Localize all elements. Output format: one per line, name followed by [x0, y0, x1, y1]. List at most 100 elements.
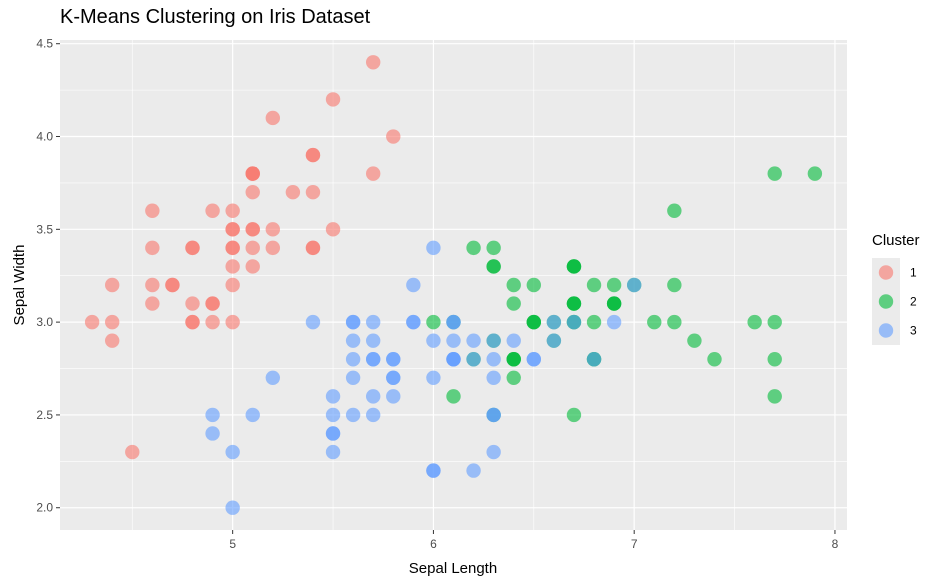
data-point-cluster-2 [667, 277, 682, 293]
chart-title: K-Means Clustering on Iris Dataset [60, 6, 371, 28]
y-axis-ticks: 2.0 2.5 3.0 3.5 4.0 4.5 [36, 37, 60, 515]
data-point-cluster-3 [426, 333, 441, 348]
data-point-cluster-2 [426, 314, 441, 330]
data-point-cluster-1 [325, 222, 341, 237]
y-tick-label: 4.5 [36, 37, 53, 51]
data-point-cluster-3 [486, 333, 501, 348]
data-point-cluster-1 [265, 222, 281, 237]
data-point-cluster-1 [265, 240, 281, 256]
legend-title: Cluster [872, 232, 920, 249]
data-point-cluster-1 [145, 203, 160, 218]
data-point-cluster-2 [486, 240, 501, 256]
data-point-cluster-3 [345, 333, 361, 348]
y-tick-label: 4.0 [36, 130, 53, 144]
data-point-cluster-1 [245, 222, 260, 237]
data-point-cluster-2 [566, 259, 582, 274]
data-point-cluster-2 [807, 166, 823, 181]
data-point-cluster-1 [104, 333, 120, 348]
data-point-cluster-3 [345, 370, 361, 386]
data-point-cluster-2 [506, 370, 521, 386]
data-point-cluster-2 [506, 296, 521, 311]
data-point-cluster-1 [225, 203, 240, 218]
data-point-cluster-1 [245, 166, 260, 181]
data-point-cluster-2 [707, 352, 722, 367]
data-point-cluster-3 [325, 389, 341, 404]
data-point-cluster-1 [305, 184, 321, 200]
data-point-cluster-2 [767, 352, 782, 367]
data-point-cluster-2 [767, 314, 782, 330]
data-point-cluster-1 [365, 166, 381, 181]
data-point-cluster-3 [365, 407, 381, 423]
data-point-cluster-1 [205, 314, 220, 330]
data-point-cluster-1 [185, 296, 200, 311]
data-point-cluster-2 [466, 240, 481, 256]
data-point-cluster-1 [145, 240, 160, 256]
data-point-cluster-1 [245, 184, 260, 200]
plot-panel [60, 40, 847, 530]
data-point-cluster-1 [104, 314, 120, 330]
x-tick-label: 6 [430, 537, 437, 551]
legend: Cluster 1 2 3 [872, 232, 920, 345]
y-tick-label: 3.0 [36, 315, 53, 329]
legend-label-cluster-1: 1 [910, 266, 917, 280]
data-point-cluster-1 [125, 444, 140, 460]
data-point-cluster-1 [145, 296, 160, 311]
data-point-cluster-2 [767, 389, 782, 404]
data-point-cluster-1 [225, 240, 240, 256]
data-point-cluster-3 [245, 407, 260, 423]
data-point-cluster-2 [586, 277, 602, 293]
data-point-cluster-1 [245, 259, 260, 274]
data-point-cluster-3 [546, 333, 562, 348]
data-point-cluster-2 [566, 296, 582, 311]
data-point-cluster-3 [466, 463, 481, 478]
data-point-cluster-3 [446, 314, 461, 330]
legend-label-cluster-3: 3 [910, 324, 917, 338]
data-point-cluster-3 [486, 370, 501, 386]
data-point-cluster-3 [506, 333, 521, 348]
data-point-cluster-3 [526, 352, 542, 367]
data-point-cluster-1 [305, 240, 321, 256]
data-points [84, 55, 823, 515]
x-tick-label: 5 [229, 537, 236, 551]
legend-label-cluster-2: 2 [910, 295, 917, 309]
x-axis-ticks: 5 6 7 8 [229, 530, 839, 551]
x-axis-title: Sepal Length [409, 560, 497, 577]
y-tick-label: 2.5 [36, 408, 53, 422]
data-point-cluster-1 [285, 184, 301, 200]
data-point-cluster-3 [606, 314, 622, 330]
data-point-cluster-2 [747, 314, 762, 330]
data-point-cluster-2 [647, 314, 662, 330]
y-tick-label: 2.0 [36, 501, 53, 515]
data-point-cluster-1 [205, 203, 220, 218]
data-point-cluster-1 [225, 259, 240, 274]
data-point-cluster-3 [446, 352, 461, 367]
data-point-cluster-1 [225, 222, 240, 237]
data-point-cluster-3 [466, 352, 481, 367]
data-point-cluster-2 [767, 166, 782, 181]
data-point-cluster-3 [386, 370, 401, 386]
data-point-cluster-3 [486, 444, 501, 460]
data-point-cluster-1 [84, 314, 100, 330]
data-point-cluster-3 [386, 352, 401, 367]
data-point-cluster-2 [446, 389, 461, 404]
data-point-cluster-3 [325, 444, 341, 460]
data-point-cluster-1 [265, 110, 281, 126]
data-point-cluster-3 [345, 407, 361, 423]
data-point-cluster-3 [205, 407, 220, 423]
data-point-cluster-3 [546, 314, 562, 330]
data-point-cluster-1 [104, 277, 120, 293]
data-point-cluster-2 [526, 277, 542, 293]
data-point-cluster-2 [486, 259, 501, 274]
y-tick-label: 3.5 [36, 222, 53, 236]
data-point-cluster-3 [365, 352, 381, 367]
data-point-cluster-3 [225, 500, 240, 515]
data-point-cluster-2 [506, 352, 521, 367]
data-point-cluster-3 [265, 370, 281, 386]
legend-key-cluster-2 [878, 294, 894, 309]
data-point-cluster-3 [365, 389, 381, 404]
data-point-cluster-2 [566, 407, 582, 423]
data-point-cluster-1 [365, 55, 381, 70]
data-point-cluster-3 [486, 352, 501, 367]
x-tick-label: 7 [631, 537, 638, 551]
data-point-cluster-1 [145, 277, 160, 293]
